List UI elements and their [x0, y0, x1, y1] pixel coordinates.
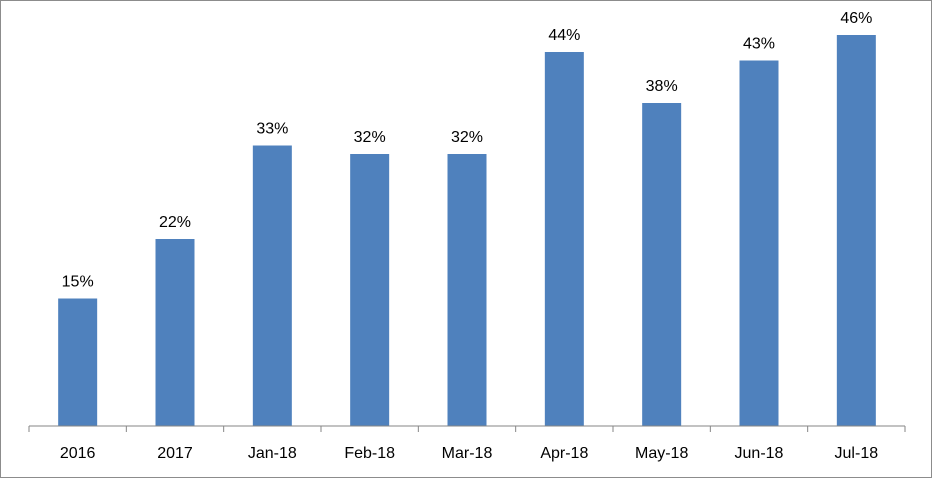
bar-jul-18 — [836, 35, 876, 426]
bar-apr-18 — [544, 52, 584, 426]
bar-feb-18 — [350, 154, 390, 426]
x-tick-label-apr-18: Apr-18 — [540, 445, 588, 462]
labels-layer: 15% 2016 22% 2017 33% Jan-18 32% Feb-18 32% Mar-1… — [60, 10, 878, 462]
data-label-jun-18: 43% — [743, 36, 775, 53]
data-label-apr-18: 44% — [548, 27, 580, 44]
x-tick-label-jul-18: Jul-18 — [835, 445, 879, 462]
bar-jun-18 — [739, 60, 779, 426]
bar-jan-18 — [252, 145, 292, 426]
x-axis — [28, 425, 906, 432]
data-label-mar-18: 32% — [451, 129, 483, 146]
data-label-feb-18: 32% — [354, 129, 386, 146]
data-label-jul-18: 46% — [840, 10, 872, 27]
bar-2017 — [155, 239, 195, 426]
data-label-may-18: 38% — [646, 78, 678, 95]
data-label-2016: 15% — [62, 274, 94, 291]
bar-may-18 — [642, 103, 682, 426]
bars-layer — [58, 35, 876, 426]
x-tick-label-may-18: May-18 — [635, 445, 688, 462]
data-label-jan-18: 33% — [256, 121, 288, 138]
x-tick-label-mar-18: Mar-18 — [442, 445, 493, 462]
bar-mar-18 — [447, 154, 487, 426]
x-tick-label-jan-18: Jan-18 — [248, 445, 297, 462]
x-tick-label-feb-18: Feb-18 — [344, 445, 395, 462]
x-tick-label-2016: 2016 — [60, 445, 96, 462]
x-tick-label-jun-18: Jun-18 — [735, 445, 784, 462]
data-label-2017: 22% — [159, 214, 191, 231]
x-tick-label-2017: 2017 — [157, 445, 193, 462]
bar-2016 — [58, 298, 98, 426]
